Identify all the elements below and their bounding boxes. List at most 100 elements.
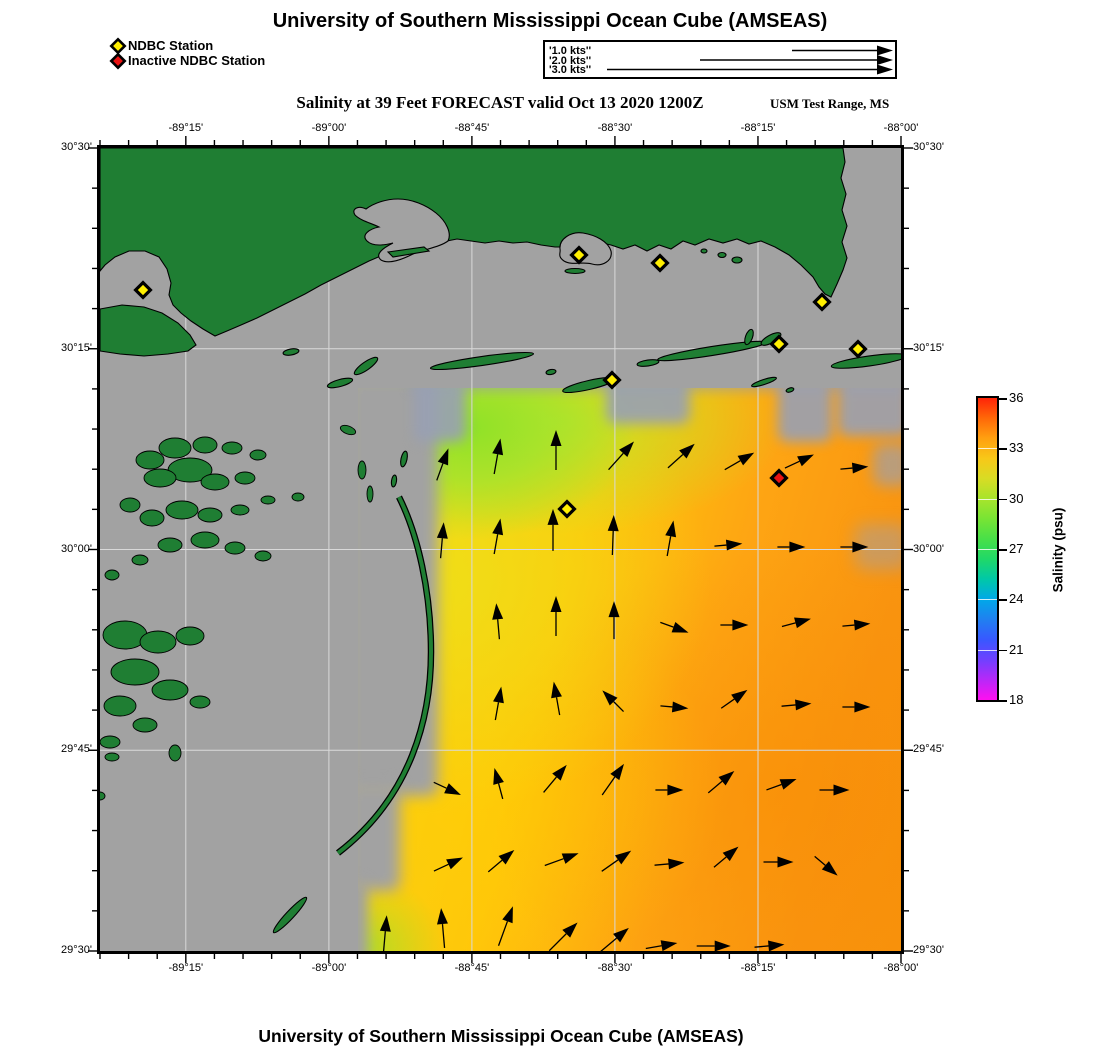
colorbar xyxy=(976,396,999,702)
current-vector xyxy=(608,601,620,640)
x-axis-label-top: -88°30' xyxy=(597,122,633,134)
x-axis-label-top: -88°00' xyxy=(883,122,919,134)
current-vector xyxy=(608,441,634,471)
current-vector xyxy=(819,784,850,796)
island-deer xyxy=(386,246,431,258)
islet xyxy=(545,368,557,376)
ndbc-station-marker xyxy=(848,339,868,359)
current-vector xyxy=(551,681,562,716)
y-axis-label-right: 30°30' xyxy=(913,141,944,153)
vectors-and-stations xyxy=(133,245,871,951)
current-vector xyxy=(720,689,748,709)
current-vector xyxy=(840,462,869,474)
colorbar-tick-label: 33 xyxy=(1009,440,1024,456)
current-vector xyxy=(766,778,797,791)
nodata-patch-1 xyxy=(414,388,466,442)
colorbar-tick-label: 18 xyxy=(1009,692,1024,707)
y-axis-label-left: 29°30' xyxy=(61,944,92,956)
island-cat-s xyxy=(326,377,354,389)
x-axis-label-top: -89°00' xyxy=(311,122,347,134)
colorbar-gridline xyxy=(978,498,997,500)
islet xyxy=(731,256,743,264)
current-vector xyxy=(660,701,689,713)
current-vector xyxy=(763,856,794,868)
speed-scale-1kt-label: '1.0 kts'' xyxy=(549,45,592,57)
islet xyxy=(785,387,795,393)
islet xyxy=(700,248,708,254)
island-dauphin xyxy=(830,353,901,369)
current-vector xyxy=(777,541,806,553)
footer-title: University of Southern Mississippi Ocean… xyxy=(258,1026,744,1046)
current-vector xyxy=(781,617,811,629)
x-axis-label-top: -88°15' xyxy=(740,122,776,134)
ndbc-station-marker xyxy=(769,334,789,354)
bay-biloxi xyxy=(353,198,450,263)
colorbar-tick-label: 36 xyxy=(1009,390,1024,405)
current-vector xyxy=(436,522,448,559)
current-vector xyxy=(436,448,449,481)
current-vector xyxy=(713,846,739,868)
ndbc-station-marker xyxy=(650,253,670,273)
current-vector xyxy=(714,539,743,551)
x-axis-label-bottom: -88°45' xyxy=(454,962,490,974)
current-vector xyxy=(842,619,871,631)
colorbar-gridline xyxy=(978,549,997,550)
y-axis-label-left: 30°30' xyxy=(61,141,92,153)
current-vector xyxy=(720,619,749,631)
current-vector xyxy=(840,541,869,553)
current-vector xyxy=(492,603,504,640)
current-vector xyxy=(655,784,684,796)
colorbar-tick xyxy=(999,649,1007,652)
page-title: University of Southern Mississippi Ocean… xyxy=(272,10,828,32)
colorbar-gridline xyxy=(978,649,997,651)
island-cat-n xyxy=(353,356,379,376)
forecast-subtitle: Salinity at 39 Feet FORECAST valid Oct 1… xyxy=(296,93,704,112)
colorbar-tick xyxy=(999,549,1007,551)
colorbar-gridline xyxy=(978,599,997,601)
y-axis-label-right: 29°30' xyxy=(913,944,944,956)
colorbar-tick xyxy=(999,599,1007,601)
x-axis-label-bottom: -89°15' xyxy=(168,962,204,974)
land-mainland xyxy=(100,148,848,337)
islet xyxy=(751,376,777,388)
islet xyxy=(636,359,660,367)
legend-diamond xyxy=(109,52,127,70)
current-vector xyxy=(492,438,504,475)
y-axis-label-right: 30°15' xyxy=(913,341,944,354)
map-frame xyxy=(97,145,904,954)
current-vector xyxy=(667,443,695,469)
x-axis-label-bottom: -88°15' xyxy=(740,962,776,974)
colorbar-tick-label: 24 xyxy=(1009,591,1024,607)
colorbar-tick-label: 27 xyxy=(1009,541,1024,556)
current-vector xyxy=(550,596,562,636)
x-axis-label-bottom: -88°30' xyxy=(597,962,633,974)
current-vector xyxy=(645,940,678,951)
current-vector xyxy=(550,430,562,470)
nodata-patch-4 xyxy=(838,388,901,436)
island-round xyxy=(564,267,586,275)
colorbar-tick-label: 30 xyxy=(1009,490,1024,506)
y-axis-label-left: 29°45' xyxy=(61,743,92,756)
island-breton xyxy=(272,896,308,934)
current-vector xyxy=(601,850,632,872)
speed-scale-box: '1.0 kts'' '2.0 kts'' '3.0 kts'' xyxy=(543,40,897,79)
colorbar-tick xyxy=(999,700,1007,702)
current-vector xyxy=(654,858,685,870)
current-vector xyxy=(607,515,619,556)
islet xyxy=(717,251,727,259)
current-vector xyxy=(784,454,814,469)
legend-ndbc-inactive-label: Inactive NDBC Station xyxy=(128,53,266,68)
current-vector xyxy=(493,767,504,800)
nodata-mask-corner xyxy=(358,880,368,951)
x-axis-label-bottom: -88°00' xyxy=(883,962,919,974)
ndbc-station-marker xyxy=(602,370,622,390)
legend-diamond xyxy=(109,37,127,55)
speed-scale-2kt-label: '2.0 kts'' xyxy=(549,54,592,67)
current-vector xyxy=(433,857,463,872)
map-canvas xyxy=(100,148,901,951)
current-vector xyxy=(665,520,677,557)
island-pitre xyxy=(282,348,300,356)
island-ship xyxy=(429,351,535,371)
islet xyxy=(390,474,398,488)
current-vector xyxy=(781,699,812,711)
